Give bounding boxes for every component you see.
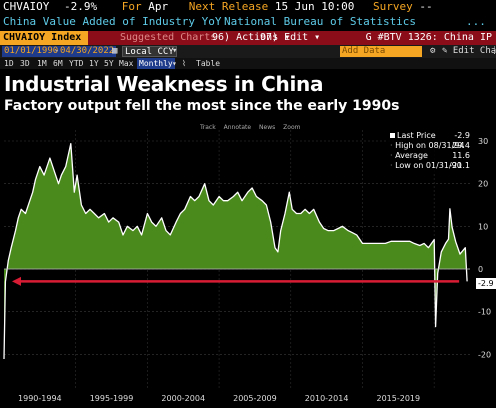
legend-high-label: High on 08/31/94 bbox=[395, 141, 465, 150]
legend-last-value: -2.9 bbox=[454, 131, 470, 140]
calendar-icon[interactable]: ▦ bbox=[112, 46, 118, 56]
table-toggle[interactable]: Table bbox=[196, 59, 221, 68]
edit-chart-label: Edit Chart bbox=[452, 46, 496, 56]
ticker-row: CHVAIOY -2.9% For Apr Next Release 15 Ju… bbox=[0, 0, 496, 14]
y-tick-label: 10 bbox=[478, 222, 488, 231]
chevron-down-icon[interactable]: ▾ bbox=[172, 59, 177, 68]
last-value-badge: -2.9 bbox=[476, 278, 496, 289]
annotate-tool[interactable]: Annotate bbox=[223, 124, 252, 131]
x-axis: 1990-1994 1995-1999 2000-2004 2005-2009 2010… bbox=[18, 394, 420, 403]
track-tool[interactable]: Track bbox=[200, 124, 216, 131]
legend: Last Price -2.9 · High on 08/31/94 29.4 · … bbox=[388, 130, 474, 172]
survey-label: Survey bbox=[372, 0, 413, 13]
y-axis: 30 20 10 0 -10 -20 bbox=[478, 137, 491, 359]
more-dots[interactable]: ... bbox=[466, 15, 486, 28]
chart-area[interactable]: 30 20 10 0 -10 -20 1990-1994 1995-1999 2000-200… bbox=[0, 120, 496, 408]
legend-high: · High on 08/31/94 29.4 bbox=[390, 141, 472, 151]
suggested-charts-button[interactable]: Suggested Charts bbox=[120, 32, 217, 43]
date-separator: - bbox=[54, 46, 60, 56]
legend-low-label: Low on 01/31/90 bbox=[395, 161, 462, 170]
period-5y[interactable]: 5Y bbox=[104, 59, 114, 68]
period-1m[interactable]: 1M bbox=[37, 59, 47, 68]
period-1y[interactable]: 1Y bbox=[89, 59, 99, 68]
x-tick-label: 1990-1994 bbox=[18, 394, 62, 403]
legend-last-price: Last Price -2.9 bbox=[390, 131, 472, 141]
x-tick-label: 2000-2004 bbox=[161, 394, 205, 403]
chart-subtitle: Factory output fell the most since the e… bbox=[4, 98, 400, 114]
edit-menu[interactable]: 97) Edit ▾ bbox=[260, 32, 321, 43]
range-bar: 01/01/1990 - 04/30/2022 ▦ Local CCY ▾ Ad… bbox=[0, 45, 496, 58]
pencil-icon: ✎ bbox=[442, 46, 448, 56]
description-row: China Value Added of Industry YoY Nation… bbox=[0, 14, 496, 30]
x-tick-label: 2015-2019 bbox=[377, 394, 421, 403]
zoom-tool[interactable]: Zoom bbox=[283, 124, 301, 131]
legend-low-value: -21.1 bbox=[449, 161, 470, 170]
y-tick-label: -20 bbox=[478, 350, 491, 359]
chevron-down-icon[interactable]: ▾ bbox=[172, 46, 178, 56]
arrow-head bbox=[12, 276, 21, 286]
source-label: National Bureau of Statistics bbox=[224, 15, 417, 28]
currency-select[interactable]: Local CCY bbox=[122, 46, 177, 57]
legend-average-label: Average bbox=[395, 151, 428, 160]
legend-last-label: Last Price bbox=[397, 131, 436, 140]
more-icon[interactable]: ⋮ bbox=[490, 46, 496, 56]
next-release-label: Next Release bbox=[188, 0, 269, 13]
ticker-symbol[interactable]: CHVAIOY bbox=[3, 0, 50, 13]
x-tick-label: 1995-1999 bbox=[90, 394, 134, 403]
period-3d[interactable]: 3D bbox=[20, 59, 30, 68]
period-bar: 1D 3D 1M 6M YTD 1Y 5Y Max Monthly ▾ ⌇ Ta… bbox=[0, 58, 496, 69]
y-tick-label: 30 bbox=[478, 137, 488, 146]
series-description: China Value Added of Industry YoY bbox=[3, 15, 222, 28]
legend-marker bbox=[390, 133, 395, 138]
for-label: For bbox=[121, 0, 142, 13]
legend-high-marker: · bbox=[390, 141, 393, 150]
legend-low: · Low on 01/31/90 -21.1 bbox=[390, 161, 472, 171]
line-chart-icon[interactable]: ⌇ bbox=[182, 59, 186, 68]
data-area bbox=[4, 143, 468, 359]
period-6m[interactable]: 6M bbox=[53, 59, 63, 68]
x-tick-label: 2005-2009 bbox=[233, 394, 277, 403]
period-1d[interactable]: 1D bbox=[4, 59, 14, 68]
chart-title: Industrial Weakness in China bbox=[4, 72, 324, 96]
add-data-field[interactable]: Add Data bbox=[340, 46, 422, 57]
y-tick-label: 20 bbox=[478, 180, 488, 189]
index-box[interactable]: CHVAIOY Index bbox=[0, 31, 88, 45]
actions-menu[interactable]: 96) Actions ▾ bbox=[212, 32, 291, 43]
period-max[interactable]: Max bbox=[119, 59, 134, 68]
chart-id-label: G #BTV 1326: China IP bbox=[365, 32, 492, 43]
legend-average-value: 11.6 bbox=[452, 151, 470, 160]
edit-chart-button[interactable]: ✎ Edit Chart bbox=[440, 46, 496, 57]
frequency-select[interactable]: Monthly bbox=[137, 58, 175, 69]
legend-low-marker: · bbox=[390, 161, 393, 170]
x-tick-label: 2010-2014 bbox=[305, 394, 349, 403]
news-tool[interactable]: News bbox=[259, 124, 276, 131]
legend-average: · Average 11.6 bbox=[390, 151, 472, 161]
red-arrow-annotation bbox=[12, 276, 460, 286]
chart-tools: Track Annotate News Zoom bbox=[200, 124, 306, 131]
survey-value: -- bbox=[419, 0, 433, 13]
last-value: -2.9% bbox=[63, 0, 98, 13]
command-bar: CHVAIOY Index Suggested Charts 96) Actio… bbox=[0, 31, 496, 45]
settings-icon[interactable]: ⚙ bbox=[430, 46, 436, 56]
start-date-field[interactable]: 01/01/1990 bbox=[2, 46, 61, 57]
for-value: Apr bbox=[148, 0, 169, 13]
period-ytd[interactable]: YTD bbox=[69, 59, 84, 68]
end-date-field[interactable]: 04/30/2022 bbox=[58, 46, 117, 57]
legend-avg-marker: · bbox=[390, 151, 393, 160]
y-tick-label: 0 bbox=[478, 265, 483, 274]
index-label: CHVAIOY Index bbox=[3, 32, 82, 43]
y-tick-label: -10 bbox=[478, 308, 491, 317]
next-release-value: 15 Jun 10:00 bbox=[274, 0, 355, 13]
data-line bbox=[3, 142, 468, 360]
legend-high-value: 29.4 bbox=[452, 141, 470, 150]
